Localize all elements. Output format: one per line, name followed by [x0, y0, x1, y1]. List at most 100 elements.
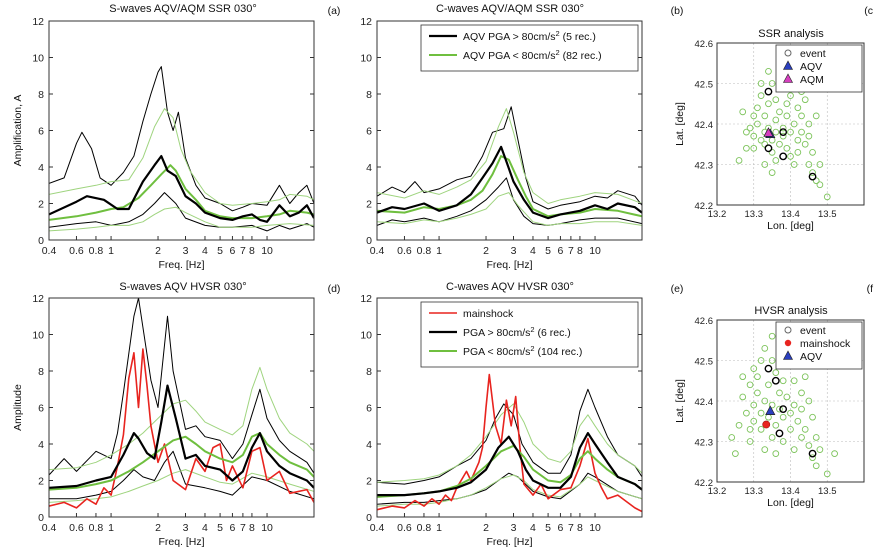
event-marker [746, 381, 754, 389]
event-marker [743, 144, 750, 152]
event-marker [776, 140, 783, 148]
x-tick-label: 5 [545, 522, 551, 534]
event-marker [787, 92, 794, 100]
event-marker [823, 193, 831, 201]
series-line [49, 384, 314, 489]
event-marker [790, 161, 798, 168]
legend-label: AQV PGA > 80cm/s [463, 31, 556, 43]
event-marker [757, 357, 765, 364]
legend-sup: 2 [556, 29, 560, 38]
y-tick-label: 42.4 [695, 397, 714, 408]
x-tick-label: 0.4 [42, 522, 57, 534]
legend-entry: AQV PGA > 80cm/s2 (5 rec.) [463, 29, 596, 43]
event-marker [739, 108, 747, 116]
x-axis-label: Lon. [deg] [767, 220, 814, 232]
x-tick-label: 7 [240, 245, 246, 257]
y-axis-label: Amplitude [12, 384, 24, 431]
mainshock-marker [762, 420, 771, 429]
x-tick-label: 4 [530, 522, 536, 534]
event-marker [768, 80, 776, 87]
panel-letter: (c [864, 5, 873, 17]
event-marker [790, 120, 798, 128]
event-marker [798, 112, 805, 120]
event-marker [750, 417, 758, 425]
event-marker [809, 169, 816, 176]
event-marker [746, 438, 754, 445]
y-tick-label: 10 [32, 330, 44, 342]
event-marker [761, 112, 769, 120]
x-axis-label: Lon. [deg] [767, 497, 814, 509]
y-tick-label: 42.2 [695, 478, 714, 489]
event-marker [761, 161, 769, 168]
series-group [49, 66, 314, 232]
x-tick-label: 1 [436, 245, 442, 257]
legend-label: PGA < 80cm/s [463, 346, 530, 358]
legend-entry: mainshock [463, 308, 514, 320]
event-marker [779, 377, 787, 385]
event-marker [783, 144, 791, 152]
x-tick-label: 10 [589, 245, 601, 257]
series-line [377, 106, 642, 210]
x-tick-label: 5 [217, 522, 223, 534]
event-marker [783, 112, 791, 120]
event-marker-strong [808, 172, 817, 181]
event-marker [794, 149, 802, 156]
series-line [377, 108, 642, 204]
event-marker [772, 421, 780, 429]
event-marker [779, 413, 787, 421]
y-tick-label: 2 [366, 476, 372, 488]
event-marker [823, 470, 831, 478]
series-line [377, 373, 642, 513]
panel-letter: (b) [671, 5, 684, 17]
legend-label: AQV [800, 61, 822, 73]
y-tick-label: 8 [38, 89, 44, 101]
event-marker [750, 132, 758, 140]
x-tick-label: 10 [261, 245, 273, 257]
x-tick-label: 3 [183, 245, 189, 257]
event-marker [754, 389, 761, 397]
x-tick-label: 2 [483, 522, 489, 534]
y-tick-label: 4 [38, 439, 44, 451]
y-tick-label: 6 [366, 403, 372, 415]
legend-box [420, 301, 639, 368]
event-marker [750, 401, 758, 409]
legend-sup: 2 [530, 325, 534, 334]
event-marker [805, 161, 813, 168]
event-marker [761, 397, 769, 405]
panel-letter: (f [867, 283, 873, 295]
legend-entry: AQV PGA < 80cm/s2 (82 rec.) [463, 48, 602, 62]
event-marker [790, 446, 798, 453]
x-tick-label: 13.4 [781, 209, 800, 220]
event-marker [776, 389, 783, 397]
legend-suffix: (104 rec.) [535, 346, 583, 358]
event-marker [798, 405, 805, 413]
x-tick-label: 8 [577, 245, 583, 257]
x-tick-label: 1 [108, 522, 114, 534]
event-marker [801, 426, 809, 433]
series-line [377, 177, 642, 226]
y-tick-label: 0 [38, 235, 44, 247]
event-marker [757, 136, 765, 144]
event-marker [746, 124, 754, 132]
series-line [49, 366, 314, 471]
station-marker [763, 127, 774, 137]
event-marker [728, 434, 736, 441]
legend-label: mainshock [800, 338, 851, 350]
series-line [49, 469, 314, 503]
x-tick-label: 4 [202, 245, 208, 257]
y-tick-label: 2 [366, 199, 372, 211]
legend: mainshock PGA > 80cm/s2 (6 rec.) PGA < 80c… [420, 301, 639, 368]
y-tick-label: 8 [38, 366, 44, 378]
event-marker [772, 450, 780, 458]
y-tick-label: 10 [32, 53, 44, 65]
event-marker-strong [764, 144, 773, 153]
event-marker [772, 128, 780, 136]
y-tick-label: 12 [360, 293, 372, 305]
x-axis-label: Freq. [Hz] [486, 536, 532, 548]
x-tick-label: 6 [558, 522, 564, 534]
legend-suffix: (82 rec.) [560, 50, 602, 62]
y-tick-label: 12 [32, 293, 44, 305]
